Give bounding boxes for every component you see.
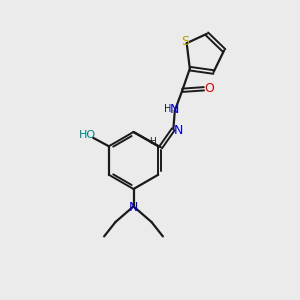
Text: H: H [164,104,171,114]
Text: N: N [174,124,183,137]
Text: N: N [169,103,179,116]
Text: HO: HO [79,130,96,140]
Text: S: S [182,34,190,48]
Text: H: H [150,137,156,146]
Text: O: O [204,82,214,95]
Text: N: N [129,201,138,214]
